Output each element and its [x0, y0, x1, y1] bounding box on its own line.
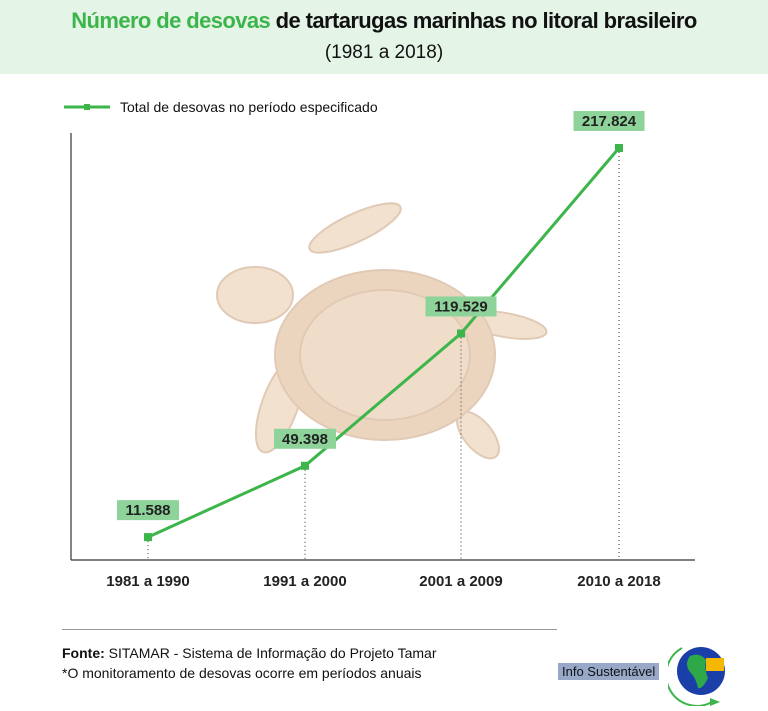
x-tick-label: 2010 a 2018 — [577, 573, 660, 590]
x-tick-label: 1981 a 1990 — [106, 573, 189, 590]
data-point — [301, 461, 309, 470]
data-label-bg — [573, 110, 645, 131]
x-tick-label: 1991 a 2000 — [263, 573, 346, 590]
chart-title: Número de desovas de tartarugas marinhas… — [71, 8, 697, 33]
data-point — [144, 533, 152, 542]
series-line — [147, 147, 621, 539]
globe-logo-icon — [668, 647, 725, 706]
x-tick-label: 2001 a 2009 — [419, 573, 502, 590]
legend-label: Total de desovas no período especificado — [120, 99, 378, 115]
data-label: 11.588 — [125, 502, 170, 519]
footer-divider — [62, 629, 557, 630]
chart-subtitle: (1981 a 2018) — [324, 42, 444, 63]
source-text: Fonte: SITAMAR - Sistema de Informação d… — [62, 645, 437, 661]
data-point — [457, 329, 465, 338]
footnote: *O monitoramento de desovas ocorre em pe… — [62, 665, 422, 681]
legend: Total de desovas no período especificado — [64, 99, 378, 115]
data-label-bg — [117, 500, 179, 521]
data-label: 217.824 — [582, 113, 637, 130]
data-label-bg — [425, 296, 497, 317]
brand-badge: Info Sustentável — [558, 663, 660, 680]
data-label: 49.398 — [282, 431, 328, 448]
data-label: 119.529 — [434, 298, 487, 315]
legend-marker — [84, 104, 90, 110]
data-label-bg — [274, 428, 336, 449]
data-point — [615, 143, 623, 152]
header-banner: Número de desovas de tartarugas marinhas… — [0, 0, 768, 74]
turtle-illustration — [216, 202, 548, 460]
